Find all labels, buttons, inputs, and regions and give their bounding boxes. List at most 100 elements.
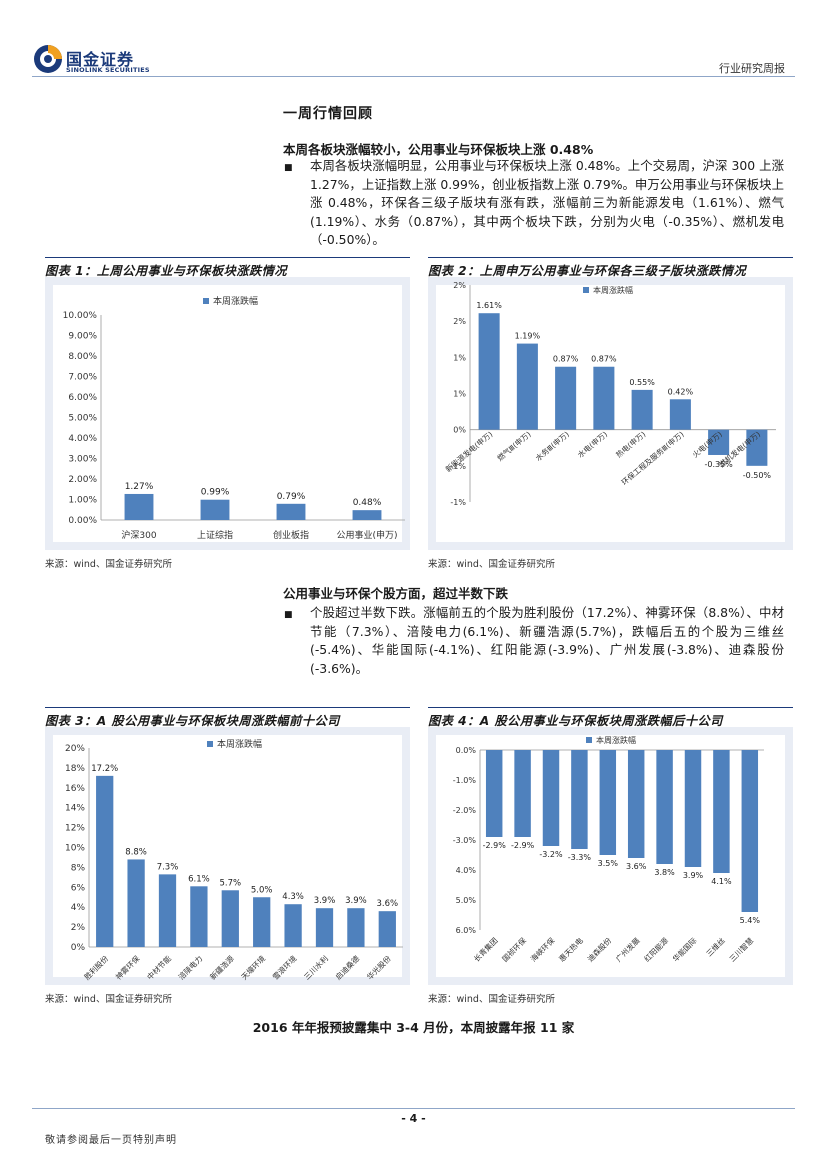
figure3-category-label: 华光股份 (364, 953, 393, 982)
figure2-data-label: 0.87% (553, 355, 579, 364)
figure4-data-label: -3.3% (568, 853, 592, 862)
figure3-category-label: 启迪桑德 (333, 953, 362, 982)
figure2-bar (746, 429, 768, 466)
figure2-data-label: 1.61% (476, 301, 502, 310)
subheading-sector-performance: 本周各板块涨幅较小，公用事业与环保板块上涨 0.48% (283, 142, 594, 157)
figure4-data-label: 3.8% (654, 868, 675, 877)
figure3-data-label: 3.9% (314, 896, 336, 906)
logo-icon (34, 45, 62, 73)
subheading-annual-reports: 2016 年年报预披露集中 3-4 月份，本周披露年报 11 家 (252, 1020, 575, 1035)
figure4-y-tick-label: 6.0% (456, 926, 477, 935)
figure2-y-tick-label: 1% (453, 353, 466, 362)
figure2-legend-label: 本周涨跌幅 (593, 285, 633, 295)
figure3-chart: 20% 18% 16% 14% 12% 10% 8% 6% 4% 2% 0% 本周涨跌幅 17.2% 胜利… (65, 738, 403, 982)
figure4-category-label: 红阳能源 (642, 935, 671, 964)
figure4-data-label: -2.9% (511, 841, 535, 850)
figure4-title: 图表 4：A 股公用事业与环保板块周涨跌幅后十公司 (428, 707, 793, 727)
figure2-category-label: 水务Ⅲ(申万) (533, 429, 571, 463)
figure1-category-label: 上证综指 (197, 529, 233, 541)
figure2-bar (516, 343, 538, 430)
figure3-data-label: 17.2% (91, 764, 118, 774)
figure4-category-label: 三川智慧 (727, 935, 756, 964)
figure2-y-tick-label: -1% (450, 498, 466, 507)
figure1-category-label: 沪深300 (121, 529, 156, 541)
figure3-bar (221, 890, 239, 947)
figure4-category-label: 迪森股份 (585, 935, 614, 964)
figure4-legend-label: 本周涨跌幅 (596, 735, 636, 745)
figure3-legend-label: 本周涨跌幅 (217, 738, 262, 750)
figure4-y-tick-label: -1.0% (453, 776, 477, 785)
figure2-category-label: 燃气Ⅲ(申万) (495, 429, 533, 463)
figure3-bar (127, 859, 145, 947)
figure1-legend-swatch (203, 298, 209, 304)
figure1-y-tick-label: 8.00% (68, 352, 97, 362)
figure1-y-tick-label: 4.00% (68, 434, 97, 444)
figure4-chart: 0.0% -1.0% -2.0% -3.0% 4.0% 5.0% 6.0% 本周涨跌幅 -2.9… (453, 735, 764, 964)
figure4-legend-swatch (586, 737, 592, 743)
figure1-bar (200, 499, 230, 520)
figure1-chart: 10.00% 9.00% 8.00% 7.00% 6.00% 5.00% 4.00% 3.00… (63, 295, 405, 541)
figure4-bar (571, 750, 588, 849)
figure4-category-label: 海峡环保 (528, 935, 557, 964)
figure1-y-tick-label: 0.00% (68, 516, 97, 526)
figure4-source: 来源：wind、国金证券研究所 (428, 994, 555, 1005)
figure1-y-tick-label: 1.00% (68, 496, 97, 506)
figure4-bar (514, 750, 531, 837)
figure3-title: 图表 3：A 股公用事业与环保板块周涨跌幅前十公司 (45, 707, 410, 727)
figure2-data-label: -0.35% (704, 460, 733, 469)
footer-disclaimer: 敬请参阅最后一页特别声明 (45, 1135, 177, 1146)
figure1-y-tick-label: 7.00% (68, 373, 97, 383)
figure4-bar (599, 750, 617, 855)
figure2-category-label: 热电(申万) (614, 429, 648, 460)
figure1-bar (276, 503, 306, 520)
figure2-source: 来源：wind、国金证券研究所 (428, 559, 555, 570)
figure2-bar (669, 399, 691, 430)
figure3-category-label: 胜利股份 (82, 953, 111, 982)
figure3-data-label: 8.8% (125, 847, 147, 857)
figure1-category-label: 创业板指 (273, 529, 309, 541)
figure3-y-tick-label: 16% (65, 784, 85, 794)
figure3-data-label: 3.6% (376, 899, 398, 909)
footer-divider (32, 1108, 795, 1109)
figure4-category-label: 长青集团 (471, 935, 499, 963)
figure3-source: 来源：wind、国金证券研究所 (45, 994, 172, 1005)
subheading-stock-performance: 公用事业与环保个股方面，超过半数下跌 (283, 586, 509, 601)
figure3-y-tick-label: 0% (71, 943, 86, 953)
figure3-legend-swatch (207, 741, 213, 747)
section-title: 一周行情回顾 (283, 106, 373, 122)
figure1-category-label: 公用事业(申万) (336, 529, 397, 541)
figure4-category-label: 惠天热电 (557, 935, 586, 964)
figure3-data-label: 7.3% (157, 862, 179, 872)
figure1-data-label: 1.27% (125, 482, 154, 492)
figure2-y-tick-label: 2% (453, 317, 466, 326)
figure2-data-label: -0.50% (743, 471, 772, 480)
figure3-y-tick-label: 12% (65, 824, 85, 834)
figure1-data-label: 0.48% (353, 498, 382, 508)
figure2-y-tick-label: 1% (453, 390, 466, 399)
figure2-bar (593, 366, 615, 430)
figure3-bar (378, 911, 396, 947)
figure4-bar (485, 750, 503, 837)
figure4-category-label: 华能国际 (670, 935, 699, 964)
figure2-bar (555, 366, 577, 430)
figure4-category-label: 三维丝 (704, 935, 727, 958)
figure2-bar (478, 313, 500, 430)
figure3-category-label: 神雾环保 (113, 953, 142, 982)
logo-text-cn: 国金证券 (66, 50, 135, 69)
figure3-y-tick-label: 20% (65, 744, 85, 754)
figure2-y-tick-label: 0% (453, 426, 466, 435)
figure1-y-tick-label: 10.00% (63, 311, 98, 321)
figure2-y-tick-label: 2% (453, 281, 466, 290)
figure4-bar (656, 750, 673, 864)
figure2-chart: 2% 2% 1% 1% 0% -1% -1% 本周涨跌幅 1.61% 新能源发电(申万) 1.19%… (443, 281, 776, 507)
figure1-frame (45, 277, 410, 550)
figure3-bar (315, 908, 334, 947)
paragraph-stock-performance: 个股超过半数下跌。涨幅前五的个股为胜利股份（17.2%）、神雾环保（8.8%）、… (310, 605, 784, 676)
figure3-y-tick-label: 6% (71, 883, 86, 893)
figure1-y-tick-label: 5.00% (68, 414, 97, 424)
figure3-y-tick-label: 4% (71, 903, 86, 913)
figure3-bar (347, 908, 365, 947)
figure1-title: 图表 1：上周公用事业与环保板块涨跌情况 (45, 257, 410, 277)
figure2-legend-swatch (583, 287, 589, 293)
figure1-legend-label: 本周涨跌幅 (213, 295, 258, 307)
